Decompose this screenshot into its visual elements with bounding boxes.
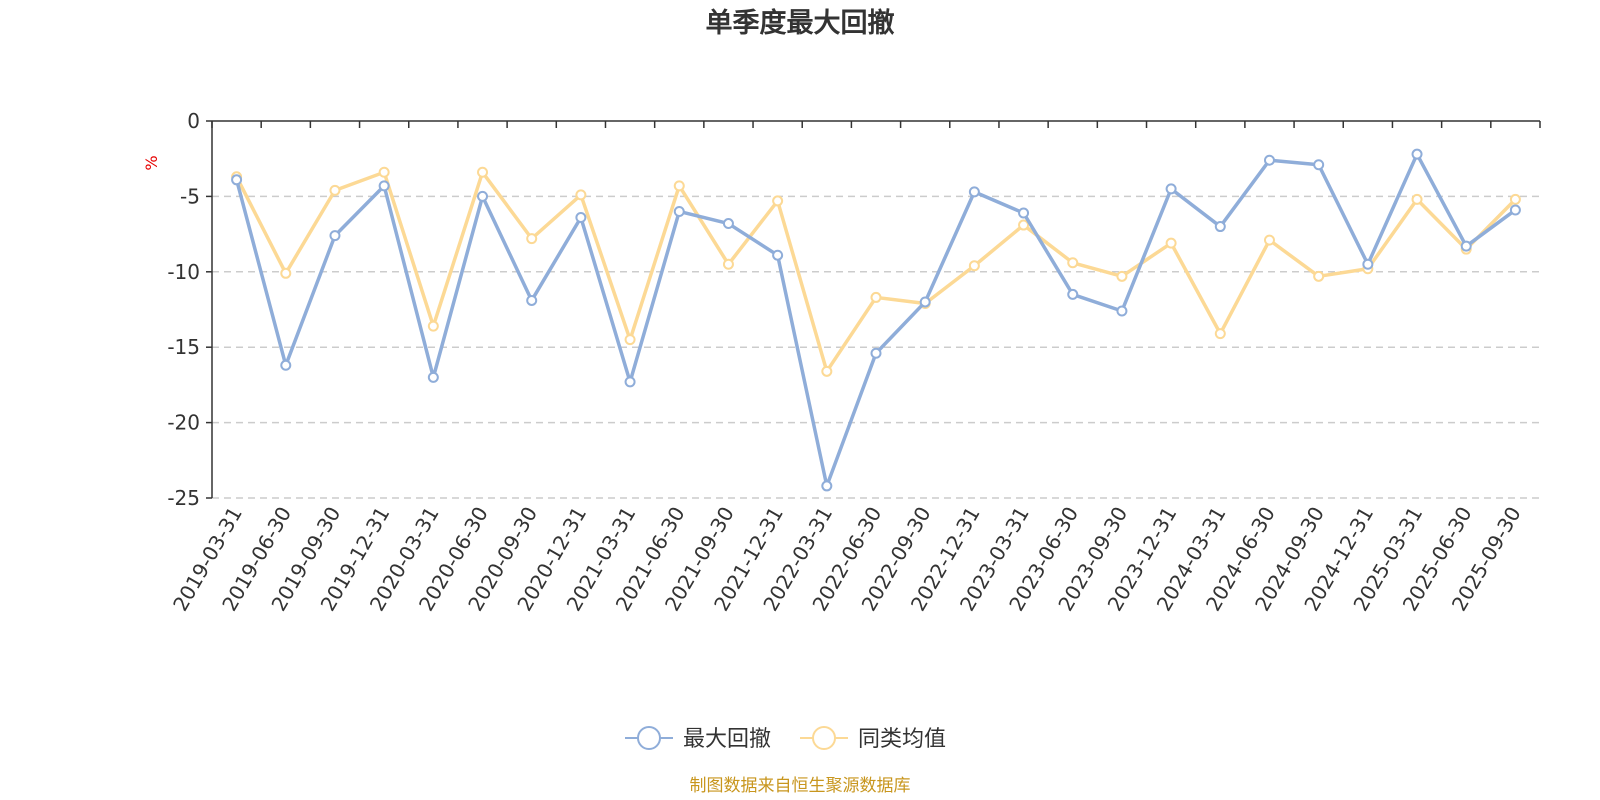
y-tick-label: -15 (167, 335, 200, 359)
y-tick-label: -10 (167, 260, 200, 284)
source-note: 制图数据来自恒生聚源数据库 (690, 776, 911, 796)
data-point (968, 260, 980, 272)
data-point (1165, 237, 1177, 249)
y-tick-label: -20 (167, 411, 200, 435)
data-point (1263, 154, 1275, 166)
data-point (1067, 257, 1079, 269)
data-point (1116, 305, 1128, 317)
data-point (427, 371, 439, 383)
series-line-max-drawdown (234, 152, 1517, 488)
data-point (1214, 221, 1226, 233)
axes (206, 120, 1541, 499)
data-point (1313, 159, 1325, 171)
data-point (821, 365, 833, 377)
data-point (624, 334, 636, 346)
data-point (575, 189, 587, 201)
y-tick-label: -25 (167, 486, 200, 510)
data-point (1116, 270, 1128, 282)
x-tick-labels: 2019-03-312019-06-302019-09-302019-12-31… (168, 503, 1526, 616)
data-point (477, 166, 489, 178)
data-point (1509, 193, 1521, 205)
data-point (1263, 234, 1275, 246)
data-point (722, 258, 734, 270)
legend-label: 最大回撤 (683, 727, 771, 752)
data-point (1214, 328, 1226, 340)
legend-label: 同类均值 (858, 727, 946, 752)
legend-item-max-drawdown[interactable]: 最大回撤 (625, 726, 771, 752)
data-point (329, 184, 341, 196)
legend-item-peer-average[interactable]: 同类均值 (800, 726, 946, 752)
data-point (526, 294, 538, 306)
data-point (1018, 219, 1030, 231)
data-point (1509, 204, 1521, 216)
data-point (1067, 288, 1079, 300)
data-point (231, 174, 243, 186)
data-point (772, 249, 784, 261)
chart-title: 单季度最大回撤 (706, 7, 895, 39)
data-point (427, 320, 439, 332)
data-point (1411, 148, 1423, 160)
data-point (919, 296, 931, 308)
legend[interactable]: 最大回撤 同类均值 (625, 726, 946, 752)
grid-lines (212, 195, 1540, 499)
legend-marker-icon (812, 726, 836, 750)
data-point (1362, 258, 1374, 270)
data-point (624, 376, 636, 388)
y-axis-unit: % (142, 155, 161, 170)
data-point (477, 190, 489, 202)
data-point (575, 212, 587, 224)
data-point (870, 347, 882, 359)
data-point (1460, 240, 1472, 252)
y-tick-label: 0 (187, 109, 200, 133)
data-point (526, 233, 538, 245)
data-point (1411, 193, 1423, 205)
data-point (329, 230, 341, 242)
data-point (772, 195, 784, 207)
data-point (1018, 207, 1030, 219)
series-group (231, 148, 1521, 492)
data-point (968, 186, 980, 198)
data-point (280, 359, 292, 371)
legend-marker-icon (637, 726, 661, 750)
data-point (821, 480, 833, 492)
y-tick-label: -5 (180, 184, 200, 208)
data-point (280, 267, 292, 279)
data-point (673, 180, 685, 192)
data-point (673, 205, 685, 217)
data-point (870, 291, 882, 303)
y-tick-labels: 0 -5 -10 -15 -20 -25 (167, 109, 200, 510)
data-point (1313, 270, 1325, 282)
data-point (378, 180, 390, 192)
data-point (378, 166, 390, 178)
data-point (722, 218, 734, 230)
data-point (1165, 183, 1177, 195)
